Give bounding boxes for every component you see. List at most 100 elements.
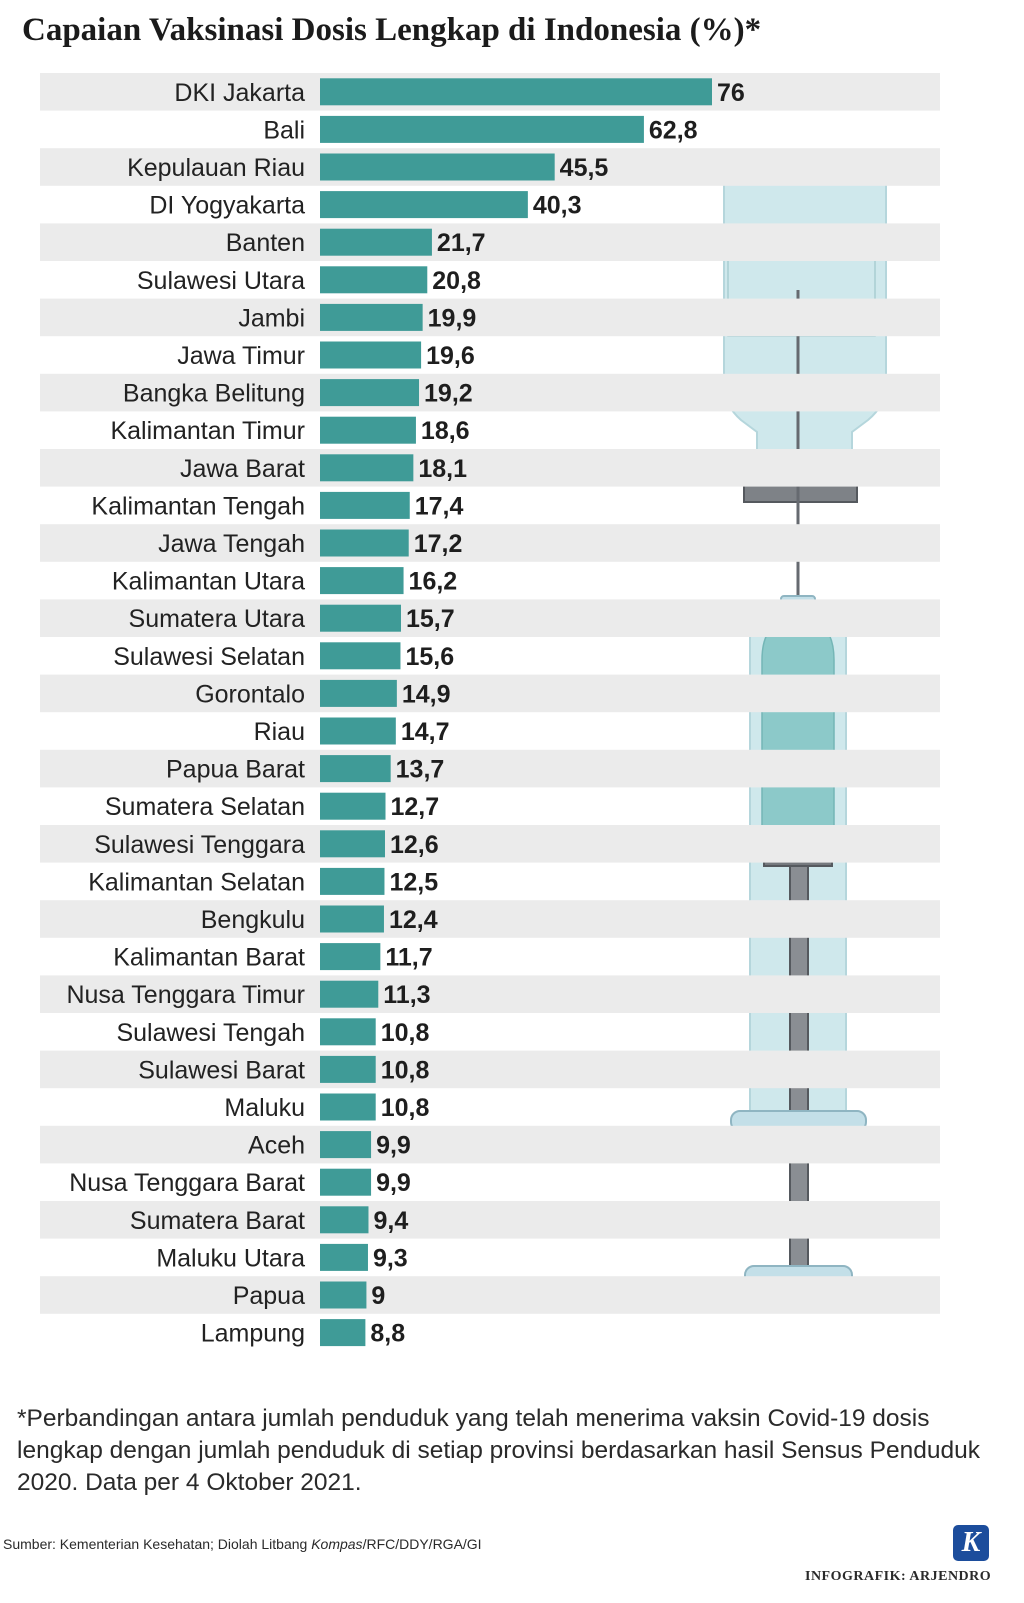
category-label: Kalimantan Tengah [91, 492, 305, 520]
bar-4 [320, 191, 528, 219]
category-label: Sumatera Barat [130, 1207, 305, 1235]
category-label: Maluku Utara [156, 1244, 305, 1272]
value-label: 18,1 [418, 455, 467, 483]
bar-29 [320, 1131, 372, 1159]
bar-8 [320, 341, 422, 369]
bar-2 [320, 115, 644, 143]
category-label: Gorontalo [195, 680, 305, 708]
category-label: Bangka Belitung [123, 380, 305, 408]
bar-21 [320, 830, 385, 858]
bar-22 [320, 867, 385, 895]
value-label: 19,9 [428, 304, 477, 332]
row-stripe [40, 223, 940, 261]
bar-23 [320, 905, 384, 933]
category-label: Jawa Timur [177, 342, 305, 370]
bar-25 [320, 980, 379, 1008]
row-stripe [40, 900, 940, 938]
category-label: Kalimantan Selatan [88, 868, 305, 896]
value-label: 12,5 [389, 868, 438, 896]
category-label: DI Yogyakarta [149, 192, 305, 220]
category-label: Maluku [224, 1094, 305, 1122]
category-label: Papua Barat [166, 756, 305, 784]
category-label: Kalimantan Utara [112, 568, 305, 596]
category-label: Nusa Tenggara Barat [69, 1169, 305, 1197]
row-stripe [40, 1276, 940, 1314]
value-label: 45,5 [560, 154, 609, 182]
category-label: Riau [254, 718, 305, 746]
value-label: 12,6 [390, 831, 439, 859]
bar-33 [320, 1281, 367, 1309]
row-stripe [40, 975, 940, 1013]
bar-6 [320, 266, 428, 294]
infographic-credit: INFOGRAFIK: ARJENDRO [805, 1569, 992, 1584]
bar-16 [320, 642, 401, 670]
bar-31 [320, 1206, 369, 1234]
value-label: 76 [717, 79, 745, 107]
bar-15 [320, 604, 401, 632]
bar-14 [320, 567, 404, 595]
bar-19 [320, 755, 391, 783]
source-note: Sumber: Kementerian Kesehatan; Diolah Li… [3, 1536, 482, 1552]
row-stripe [40, 373, 940, 412]
value-label: 10,8 [381, 1094, 430, 1122]
bar-17 [320, 679, 397, 707]
row-stripe [40, 599, 940, 637]
bar-32 [320, 1243, 368, 1271]
bars [320, 78, 712, 1347]
value-label: 15,6 [405, 643, 454, 671]
value-label: 40,3 [533, 192, 582, 220]
source-suffix: /RFC/DDY/RGA/GI [362, 1536, 482, 1552]
category-label: Sumatera Utara [129, 605, 306, 633]
bar-12 [320, 491, 410, 519]
chart-title: Capaian Vaksinasi Dosis Lengkap di Indon… [22, 12, 762, 48]
footnote: *Perbandingan antara jumlah penduduk yan… [17, 1405, 980, 1496]
bar-24 [320, 943, 381, 971]
category-label: Kepulauan Riau [127, 154, 305, 182]
row-stripes [40, 73, 940, 1314]
bar-3 [320, 153, 555, 181]
value-label: 14,9 [402, 680, 451, 708]
value-label: 19,2 [424, 380, 473, 408]
row-stripe [40, 1125, 940, 1164]
value-label: 62,8 [649, 116, 698, 144]
category-label: Sumatera Selatan [105, 793, 305, 821]
value-label: 9,9 [376, 1169, 411, 1197]
value-label: 15,7 [406, 605, 455, 633]
kompas-logo: K [953, 1525, 989, 1561]
value-label: 10,8 [381, 1019, 430, 1047]
bar-28 [320, 1093, 376, 1121]
bar-13 [320, 529, 409, 557]
category-label: Jawa Barat [180, 455, 305, 483]
category-label: Kalimantan Timur [110, 417, 305, 445]
bar-18 [320, 717, 396, 745]
category-label: Papua [233, 1282, 305, 1310]
category-label: Jambi [238, 304, 305, 332]
bar-34 [320, 1319, 366, 1347]
category-label: Bengkulu [201, 906, 305, 934]
row-stripe [40, 298, 940, 337]
row-stripe [40, 674, 940, 713]
row-stripe [40, 524, 940, 562]
category-label: Sulawesi Tengah [116, 1019, 305, 1047]
value-label: 20,8 [432, 267, 481, 295]
category-label: Lampung [201, 1320, 305, 1348]
value-label: 11,7 [385, 944, 432, 972]
category-label: Jawa Tengah [158, 530, 305, 558]
value-label: 9,9 [376, 1132, 411, 1160]
category-label: Sulawesi Selatan [113, 643, 305, 671]
source-prefix: Sumber: Kementerian Kesehatan; Diolah Li… [3, 1536, 312, 1552]
bar-1 [320, 78, 712, 106]
category-label: Aceh [248, 1132, 305, 1160]
value-label: 13,7 [396, 756, 445, 784]
value-label: 9,4 [373, 1207, 408, 1235]
category-label: Kalimantan Barat [113, 944, 305, 972]
category-label: DKI Jakarta [174, 79, 305, 107]
value-label: 14,7 [401, 718, 450, 746]
row-stripe [40, 825, 940, 863]
bar-9 [320, 379, 420, 407]
value-label: 19,6 [426, 342, 475, 370]
category-labels: DKI Jakarta Bali Kepulauan Riau DI Yogyakar… [66, 79, 305, 1348]
value-label: 9 [371, 1282, 385, 1310]
value-label: 18,6 [421, 417, 470, 445]
